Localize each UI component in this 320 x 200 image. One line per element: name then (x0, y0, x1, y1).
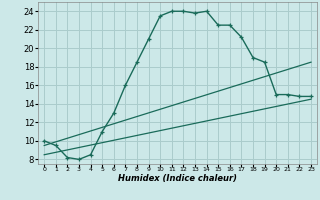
X-axis label: Humidex (Indice chaleur): Humidex (Indice chaleur) (118, 174, 237, 183)
